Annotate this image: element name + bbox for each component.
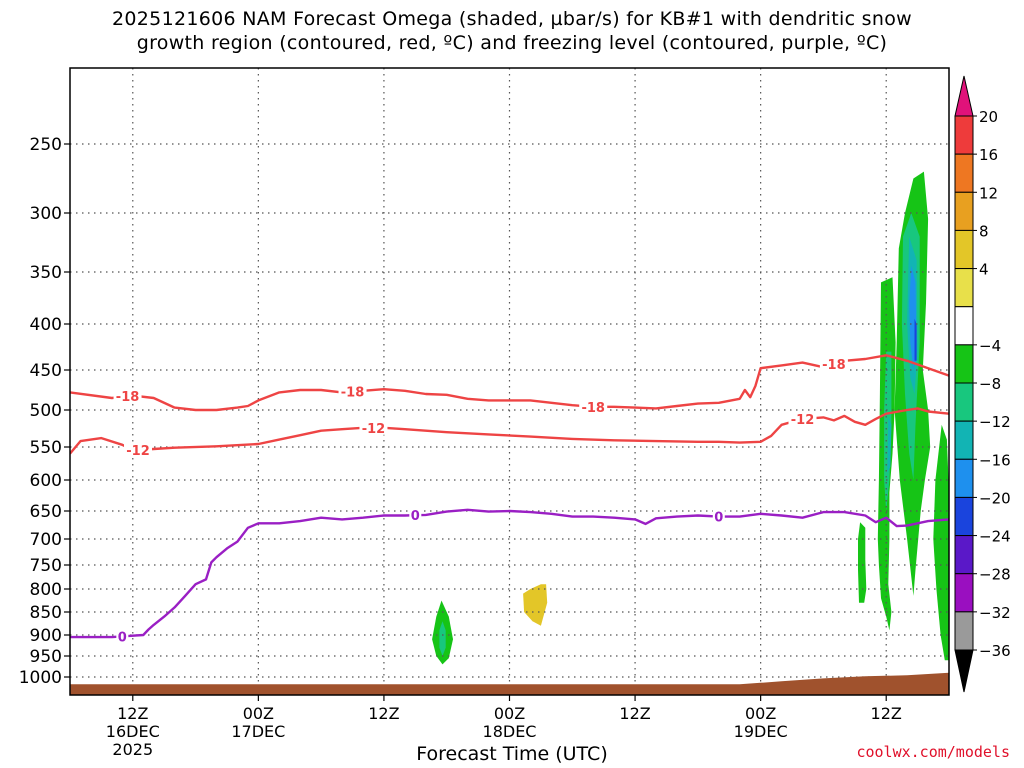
contour-label-0-2: -18 [581, 401, 605, 416]
colorbar-label-12: −32 [979, 604, 1011, 622]
colorbar-bin-5 [954, 268, 974, 308]
omega-region-9 [887, 417, 892, 474]
colorbar-label-4: 4 [979, 261, 989, 279]
contour-line-2 [70, 508, 949, 639]
y-tick-label-450: 450 [30, 361, 62, 381]
contour-label-0-0: -18 [116, 390, 140, 405]
x-axis-label: Forecast Time (UTC) [416, 743, 608, 765]
colorbar-bin-11 [954, 496, 974, 537]
chart-title-line2: growth region (contoured, red, ºC) and f… [136, 32, 888, 54]
contour-label-bg-0-2 [579, 398, 608, 414]
omega-region-2 [933, 424, 949, 661]
colorbar-bin-10 [954, 458, 974, 498]
ground-terrain [70, 672, 949, 695]
x-tick-date-66: 19DEC [734, 722, 788, 741]
contour-label-1-2: -12 [791, 413, 815, 428]
x-tick-label-30: 12Z [368, 704, 399, 723]
x-tick-year-6: 2025 [112, 740, 153, 759]
colorbar-bin-14 [954, 611, 974, 651]
contour-line-1 [70, 407, 949, 455]
y-tick-label-1000: 1000 [19, 668, 62, 688]
y-tick-label-300: 300 [30, 204, 62, 224]
colorbar-label-7: −12 [979, 413, 1011, 431]
y-tick-label-700: 700 [30, 530, 62, 550]
colorbar-label-6: −8 [979, 375, 1001, 393]
y-tick-label-550: 550 [30, 438, 62, 458]
colorbar-bin-3 [954, 191, 974, 231]
y-tick-label-950: 950 [30, 647, 62, 667]
x-tick-label-42: 00Z [494, 704, 525, 723]
y-tick-label-900: 900 [30, 626, 62, 646]
x-tick-date-42: 18DEC [483, 722, 537, 741]
contour-label-bg-0-1 [338, 383, 367, 399]
y-tick-label-350: 350 [30, 263, 62, 283]
contour-label-0-1: -18 [341, 386, 365, 401]
contour-label-0-3: -18 [822, 358, 846, 373]
x-tick-date-18: 17DEC [231, 722, 285, 741]
contour-label-1-1: -12 [362, 422, 386, 437]
colorbar-label-5: −4 [979, 337, 1001, 355]
omega-region-11 [914, 318, 917, 361]
contour-label-bg-1-1 [359, 419, 388, 435]
colorbar-label-3: 8 [979, 222, 989, 240]
y-tick-label-750: 750 [30, 556, 62, 576]
colorbar-label-9: −20 [979, 489, 1011, 507]
x-tick-label-66: 00Z [745, 704, 776, 723]
y-tick-label-850: 850 [30, 603, 62, 623]
colorbar-label-2: 12 [979, 184, 998, 202]
omega-region-12 [523, 584, 548, 626]
contour-label-bg-2-2 [712, 508, 725, 524]
colorbar-bin-12 [954, 535, 974, 575]
y-tick-label-600: 600 [30, 471, 62, 491]
x-tick-label-54: 12Z [619, 704, 650, 723]
contour-label-1-0: -12 [126, 444, 150, 459]
colorbar-label-11: −28 [979, 566, 1011, 584]
colorbar-bin-8 [954, 382, 974, 422]
colorbar-bin-7 [954, 344, 974, 384]
y-tick-label-500: 500 [30, 401, 62, 421]
contour-label-2-2: 0 [714, 511, 723, 526]
x-tick-label-18: 00Z [243, 704, 274, 723]
x-tick-label-78: 12Z [871, 704, 902, 723]
colorbar-bin-4 [954, 229, 974, 270]
contour-label-bg-0-3 [819, 356, 848, 372]
x-tick-date-6: 16DEC [106, 722, 160, 741]
colorbar-label-1: 16 [979, 146, 998, 164]
credit-text: coolwx.com/models [856, 743, 1010, 761]
colorbar-arrow-top [954, 75, 974, 117]
contour-label-bg-1-2 [788, 410, 817, 426]
x-tick-label-6: 12Z [117, 704, 148, 723]
contour-label-bg-2-0 [116, 628, 129, 644]
y-tick-label-250: 250 [30, 135, 62, 155]
y-tick-label-650: 650 [30, 502, 62, 522]
colorbar-bin-9 [954, 420, 974, 460]
colorbar-arrow-bottom [954, 649, 974, 693]
omega-region-7 [439, 621, 446, 656]
colorbar-bin-13 [954, 573, 974, 613]
colorbar-label-13: −36 [979, 642, 1011, 660]
contour-line-0 [70, 354, 949, 412]
colorbar-bin-6 [954, 306, 974, 346]
colorbar-label-0: 20 [979, 108, 998, 126]
colorbar-label-10: −24 [979, 528, 1011, 546]
contour-label-2-0: 0 [118, 630, 127, 645]
y-tick-label-800: 800 [30, 580, 62, 600]
contour-label-bg-0-0 [113, 388, 142, 404]
plot-area: -18 -18 -18 -18 -12 -12 -12 0 0 0 [70, 68, 949, 695]
omega-region-3 [858, 522, 867, 603]
chart-title-line1: 2025121606 NAM Forecast Omega (shaded, µ… [112, 8, 912, 30]
contour-label-bg-1-0 [124, 441, 153, 457]
contour-label-2-1: 0 [411, 509, 420, 524]
colorbar-label-8: −16 [979, 451, 1011, 469]
colorbar-bin-2 [954, 153, 974, 193]
y-tick-label-400: 400 [30, 315, 62, 335]
contour-label-bg-2-1 [409, 507, 422, 523]
colorbar-bin-1 [954, 115, 974, 155]
